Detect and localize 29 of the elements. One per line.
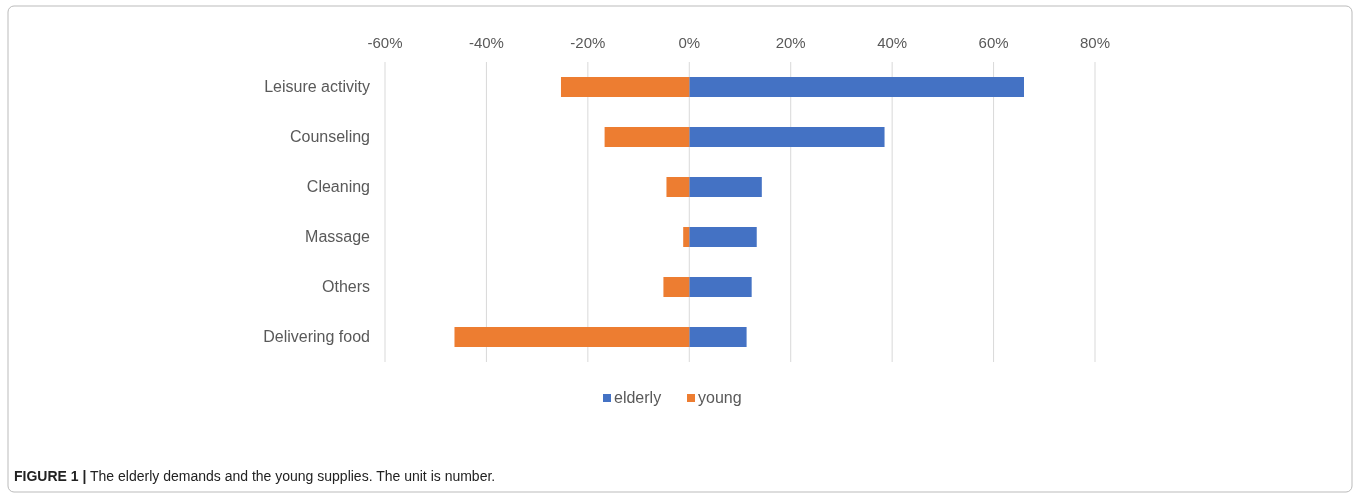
caption: FIGURE 1 | The elderly demands and the young supplies. The unit is number. — [14, 468, 496, 484]
bar — [689, 177, 762, 197]
bar — [663, 277, 690, 297]
bar — [666, 177, 690, 197]
x-tick-label: 40% — [877, 34, 908, 51]
x-tick-label: 60% — [978, 34, 1009, 51]
bar — [560, 77, 690, 97]
bar — [689, 277, 752, 297]
x-tick-label: 80% — [1079, 34, 1111, 51]
y-tick-label: Delivering food — [263, 328, 370, 345]
y-tick-label: Massage — [305, 228, 371, 245]
y-tick-label: Cleaning — [306, 178, 370, 195]
x-tick-label: -60% — [367, 34, 403, 51]
bar — [454, 327, 690, 347]
bar — [604, 127, 690, 147]
y-tick-label: Leisure activity — [264, 78, 370, 95]
x-tick-label: -20% — [570, 34, 606, 51]
x-tick-label: 0% — [678, 34, 701, 51]
bar — [683, 227, 690, 247]
legend-label: elderly — [614, 389, 662, 406]
bar — [689, 127, 885, 147]
x-tick-label: -40% — [468, 34, 504, 51]
bar — [689, 77, 1024, 97]
bar — [689, 327, 747, 347]
x-tick-label: 20% — [775, 34, 806, 51]
y-tick-label: Others — [321, 278, 370, 295]
bar — [689, 227, 757, 247]
legend-label: young — [698, 389, 742, 406]
y-tick-label: Counseling — [289, 128, 370, 145]
